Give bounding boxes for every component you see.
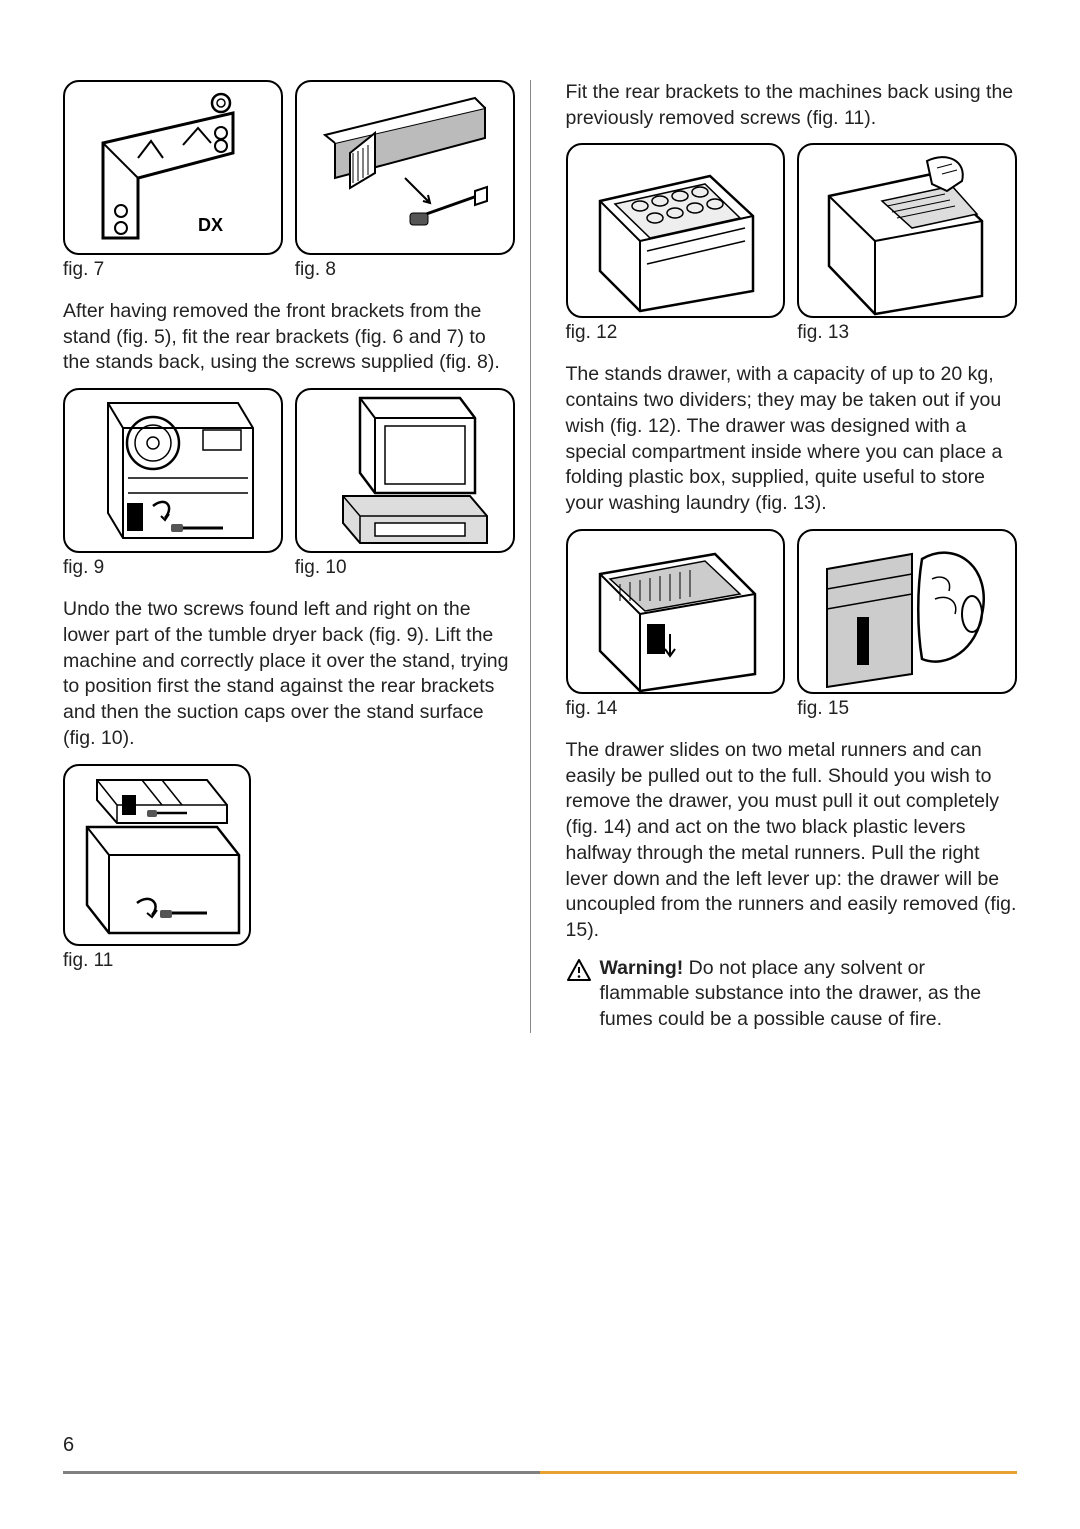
fig-11-image bbox=[63, 764, 251, 946]
left-column: DX fig. 7 bbox=[63, 80, 531, 1033]
fig-9-label: fig. 9 bbox=[63, 557, 283, 579]
fig-7-image: DX bbox=[63, 80, 283, 255]
fig-8-image bbox=[295, 80, 515, 255]
fig-11-box: fig. 11 bbox=[63, 764, 251, 984]
left-para-2: Undo the two screws found left and right… bbox=[63, 597, 515, 751]
fig-12-image bbox=[566, 143, 786, 318]
fig-13-label: fig. 13 bbox=[797, 322, 1017, 344]
warning-bold-label: Warning! bbox=[600, 957, 684, 979]
left-para-1: After having removed the front brackets … bbox=[63, 299, 515, 376]
fig-14-label: fig. 14 bbox=[566, 698, 786, 720]
fig-8-box: fig. 8 bbox=[295, 80, 515, 293]
fig-10-box: fig. 10 bbox=[295, 388, 515, 591]
fig-15-image bbox=[797, 529, 1017, 694]
fig-13-image bbox=[797, 143, 1017, 318]
right-para-3: The drawer slides on two metal runners a… bbox=[566, 738, 1018, 944]
fig-8-label: fig. 8 bbox=[295, 259, 515, 281]
fig-12-label: fig. 12 bbox=[566, 322, 786, 344]
right-para-1: Fit the rear brackets to the machines ba… bbox=[566, 80, 1018, 131]
fig-7-box: DX fig. 7 bbox=[63, 80, 283, 293]
fig-14-image bbox=[566, 529, 786, 694]
right-para-2: The stands drawer, with a capacity of up… bbox=[566, 362, 1018, 516]
fig-9-box: fig. 9 bbox=[63, 388, 283, 591]
fig-15-box: fig. 15 bbox=[797, 529, 1017, 732]
fig-14-box: fig. 14 bbox=[566, 529, 786, 732]
page-footer: 6 bbox=[63, 1434, 1017, 1479]
fig-10-label: fig. 10 bbox=[295, 557, 515, 579]
warning-block: Warning! Do not place any solvent or fla… bbox=[566, 956, 1018, 1033]
fig-9-image bbox=[63, 388, 283, 553]
fig-row-12-13: fig. 12 fig. 13 bbox=[566, 143, 1018, 356]
fig-12-box: fig. 12 bbox=[566, 143, 786, 356]
warning-text: Warning! Do not place any solvent or fla… bbox=[600, 956, 1018, 1033]
fig-10-image bbox=[295, 388, 515, 553]
fig-11-label: fig. 11 bbox=[63, 950, 251, 972]
right-column: Fit the rear brackets to the machines ba… bbox=[561, 80, 1018, 1033]
warning-icon bbox=[566, 958, 592, 987]
fig-row-9-10: fig. 9 fig. 10 bbox=[63, 388, 515, 591]
fig-15-label: fig. 15 bbox=[797, 698, 1017, 720]
fig-7-label: fig. 7 bbox=[63, 259, 283, 281]
fig-row-14-15: fig. 14 fig. 15 bbox=[566, 529, 1018, 732]
fig7-dx-text: DX bbox=[198, 215, 223, 235]
page-number: 6 bbox=[63, 1434, 1017, 1457]
fig-13-box: fig. 13 bbox=[797, 143, 1017, 356]
page-columns: DX fig. 7 bbox=[63, 80, 1017, 1033]
footer-rule bbox=[63, 1471, 1017, 1474]
fig-row-7-8: DX fig. 7 bbox=[63, 80, 515, 293]
fig-row-11: fig. 11 bbox=[63, 764, 515, 984]
